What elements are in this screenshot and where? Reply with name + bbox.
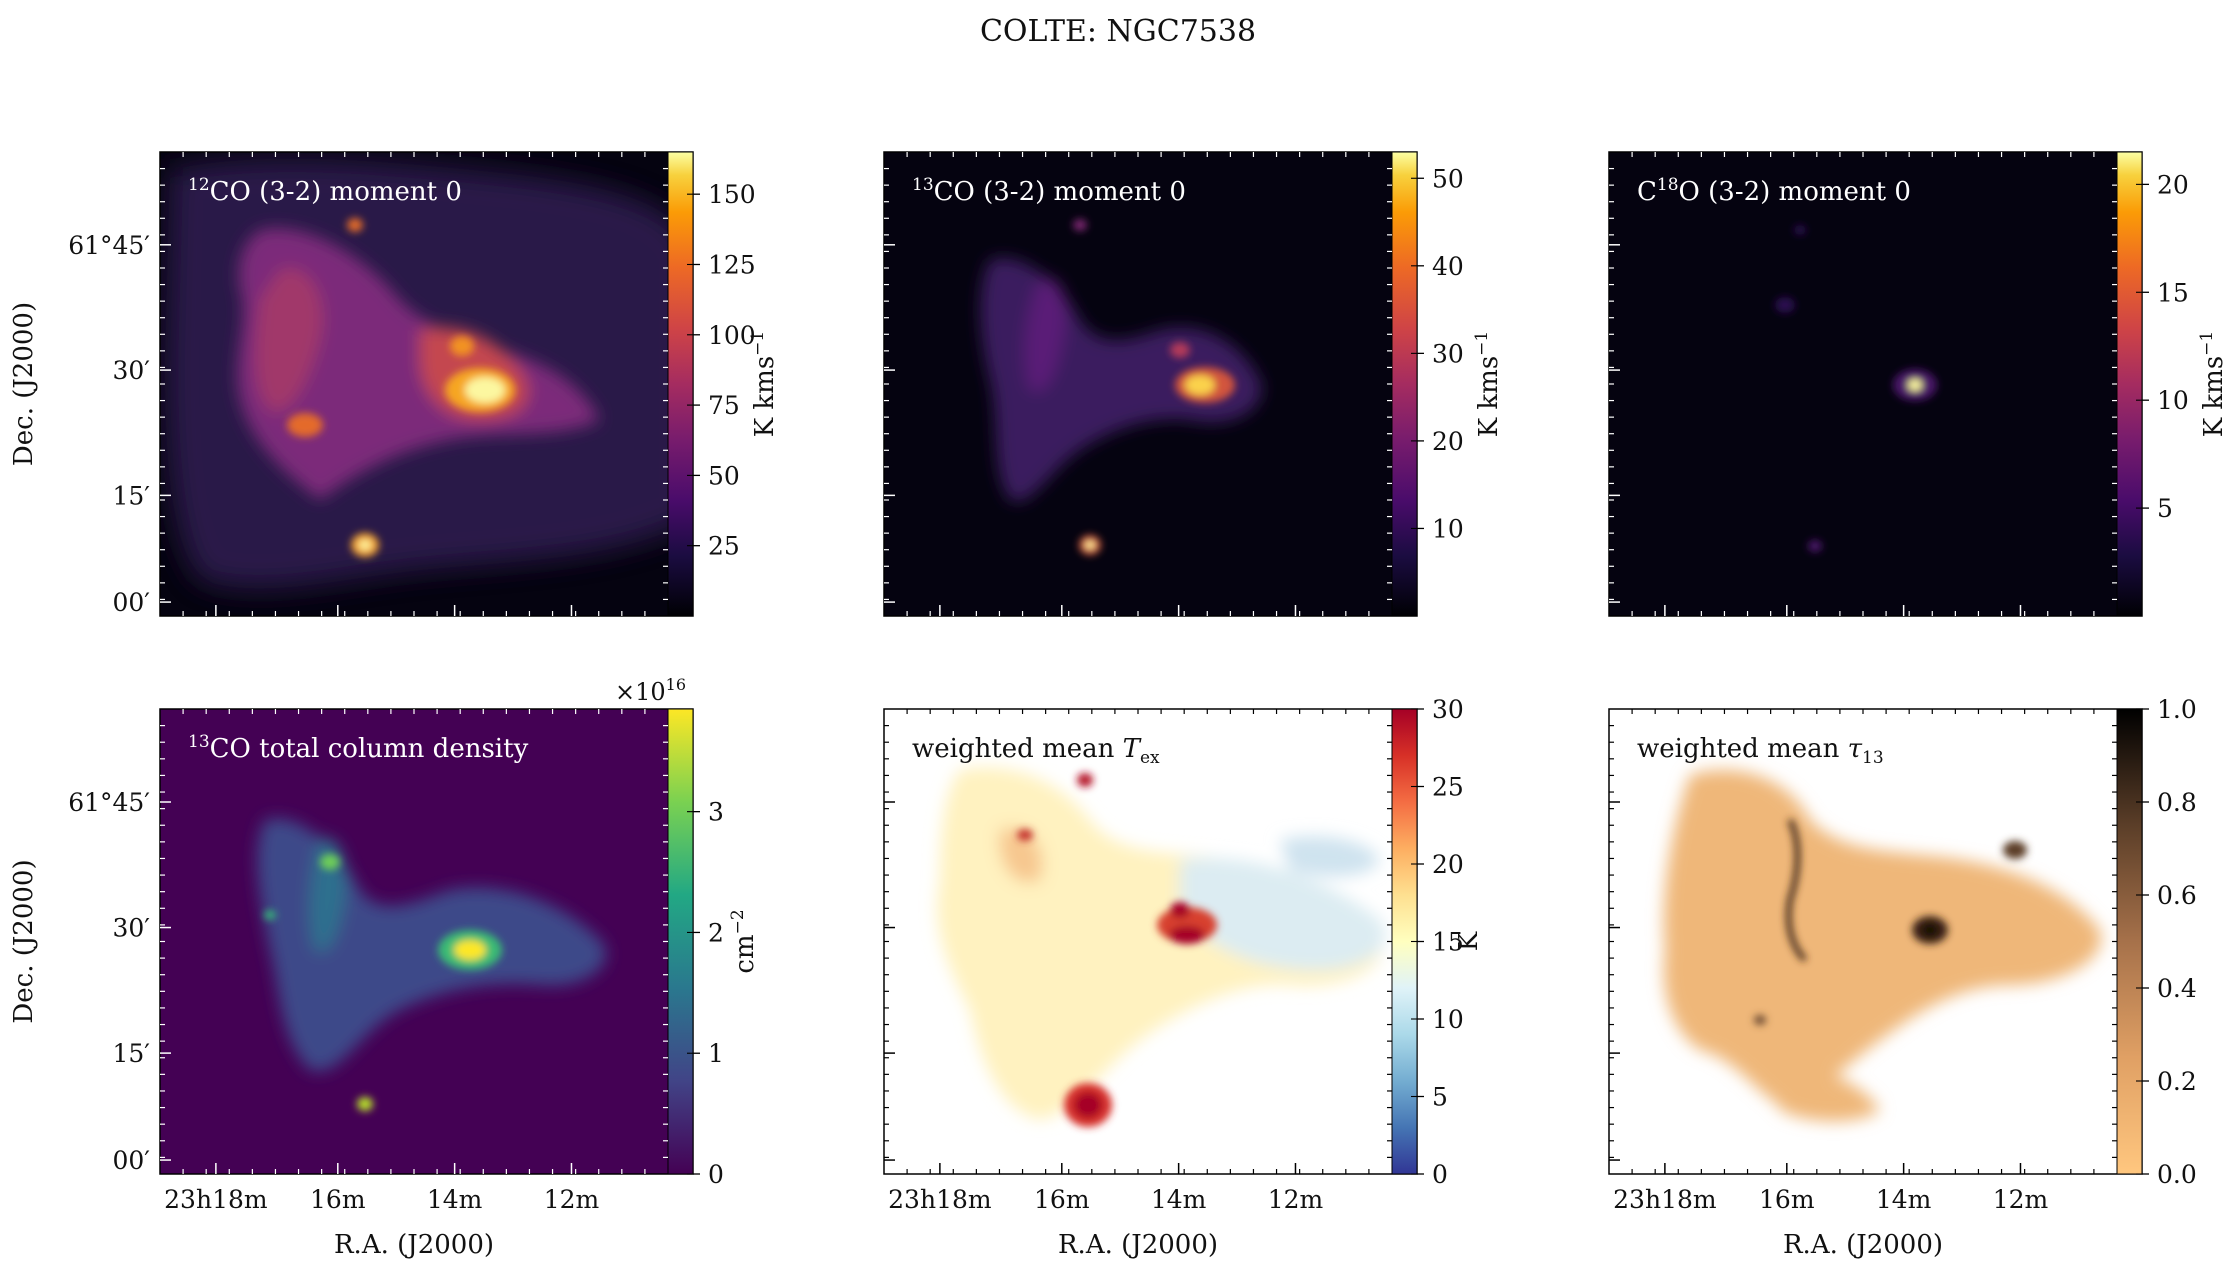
colorbar-co12 xyxy=(667,151,694,617)
x-axis-label: R.A. (J2000) xyxy=(334,1230,494,1260)
colorbar-tick-label: 5 xyxy=(2157,494,2173,523)
xtick-label: 12m xyxy=(544,1185,600,1214)
colorbar-tick-label: 0 xyxy=(708,1160,724,1189)
colorbar-label: K xyxy=(1454,931,1484,951)
ytick-label: 30′ xyxy=(113,356,151,385)
colorbar-tick-label: 100 xyxy=(708,321,756,350)
colorbar-tick-label: 1.0 xyxy=(2157,695,2197,724)
xtick-label: 16m xyxy=(310,1185,366,1214)
colorbar-tick-label: 10 xyxy=(2157,386,2189,415)
colorbar-tick-label: 0.4 xyxy=(2157,974,2197,1003)
xtick-label: 12m xyxy=(1993,1185,2049,1214)
colorbar-tick-label: 15 xyxy=(2157,278,2189,307)
colorbar-tick-label: 50 xyxy=(1432,164,1464,193)
xtick-label: 23h18m xyxy=(164,1185,268,1214)
ytick-label: 61°45′ xyxy=(68,231,150,260)
colorbar-tick-label: 125 xyxy=(708,250,756,279)
colorbar-tick-label: 0.8 xyxy=(2157,788,2197,817)
colorbar-coldens xyxy=(667,708,694,1175)
colorbar-tick-label: 0.0 xyxy=(2157,1160,2197,1189)
panel-label: C18O (3-2) moment 0 xyxy=(1637,175,1911,207)
panel-c18o-mom0: C18O (3-2) moment 0 xyxy=(1608,151,2143,617)
colorbar-label: K kms−1 xyxy=(2197,331,2229,438)
colorbar-label: cm−2 xyxy=(728,909,760,973)
colorbar-label-exponent: −2 xyxy=(728,909,748,934)
panel-co13-mom0: 13CO (3-2) moment 0 xyxy=(883,151,1418,617)
colorbar-tick-label: 25 xyxy=(708,532,740,561)
xtick-label: 16m xyxy=(1759,1185,1815,1214)
colorbar-label: K kms−1 xyxy=(748,331,780,438)
colorbar-tick-label: 150 xyxy=(708,180,756,209)
colorbar-tau xyxy=(2116,708,2143,1175)
colorbar-multiplier: ×1016 xyxy=(615,675,686,706)
colorbar-tick-label: 20 xyxy=(1432,427,1464,456)
heatmap-c18o-emission xyxy=(1775,225,1937,552)
x-axis-label: R.A. (J2000) xyxy=(1783,1230,1943,1260)
ytick-label: 00′ xyxy=(113,1146,151,1175)
heatmap-tau-emission xyxy=(1663,770,2102,1122)
colorbar-tick-label: 10 xyxy=(1432,514,1464,543)
heatmap-tex-emission xyxy=(937,767,1386,1120)
panel-label: weighted mean Tex xyxy=(912,734,1160,768)
colorbar-c18o xyxy=(2116,151,2143,617)
ytick-label: 15′ xyxy=(113,481,151,510)
colorbar-tick-label: 1 xyxy=(708,1039,724,1068)
xtick-label: 16m xyxy=(1034,1185,1090,1214)
colorbar-tick-label: 50 xyxy=(708,461,740,490)
colorbar-label-exponent: −1 xyxy=(1472,331,1492,356)
heatmap-co12-emission xyxy=(165,158,693,589)
colorbar-tick-label: 0.2 xyxy=(2157,1067,2197,1096)
colorbar-tick-label: 3 xyxy=(708,798,724,827)
tick-labels-layer: 61°45′30′15′00′Dec. (J2000)2550751001251… xyxy=(9,152,2229,1260)
panel-label: 13CO (3-2) moment 0 xyxy=(912,175,1186,207)
heatmap-c18o-background xyxy=(1609,152,2142,616)
ytick-label: 15′ xyxy=(113,1039,151,1068)
xtick-label: 23h18m xyxy=(1613,1185,1717,1214)
xtick-label: 14m xyxy=(1151,1185,1207,1214)
colorbar-tick-label: 0 xyxy=(1432,1160,1448,1189)
panel-tau13: weighted mean τ13 xyxy=(1608,708,2143,1175)
y-axis-label: Dec. (J2000) xyxy=(9,302,39,466)
panel-label: 13CO total column density xyxy=(188,732,529,764)
heatmap-co13-emission xyxy=(980,219,1262,555)
ytick-label: 61°45′ xyxy=(68,788,150,817)
colorbar-tick-label: 5 xyxy=(1432,1083,1448,1112)
colorbar-tick-label: 10 xyxy=(1432,1005,1464,1034)
colorbar-label-exponent: −1 xyxy=(2197,331,2217,356)
colorbar-tick-label: 25 xyxy=(1432,773,1464,802)
ytick-label: 00′ xyxy=(113,588,151,617)
colorbar-co13 xyxy=(1391,151,1418,617)
colorbar-tick-label: 30 xyxy=(1432,695,1464,724)
colorbar-label-exponent: −1 xyxy=(748,331,768,356)
colorbar-tick-label: 40 xyxy=(1432,252,1464,281)
colorbar-label-text: K xyxy=(1454,931,1484,951)
colorbar-tick-label: 0.6 xyxy=(2157,881,2197,910)
xtick-label: 12m xyxy=(1268,1185,1324,1214)
panel-label: 12CO (3-2) moment 0 xyxy=(188,175,462,207)
panel-co12-mom0: 12CO (3-2) moment 0 xyxy=(159,151,694,617)
colorbar-tick-label: 30 xyxy=(1432,339,1464,368)
colorbar-label-text: K kms xyxy=(1474,356,1504,437)
colorbar-tick-label: 2 xyxy=(708,918,724,947)
panel-co13-coldens: 13CO total column density ×1016 xyxy=(159,675,694,1175)
panel-label: weighted mean τ13 xyxy=(1637,734,1884,768)
colorbar-tick-label: 15 xyxy=(1432,928,1464,957)
x-axis-label: R.A. (J2000) xyxy=(1058,1230,1218,1260)
colorbar-tick-label: 20 xyxy=(2157,170,2189,199)
colorbar-label-text: K kms xyxy=(750,356,780,437)
xtick-label: 23h18m xyxy=(888,1185,992,1214)
xtick-label: 14m xyxy=(1876,1185,1932,1214)
xtick-label: 14m xyxy=(427,1185,483,1214)
colorbar-label: K kms−1 xyxy=(1472,331,1504,438)
colorbar-tick-label: 20 xyxy=(1432,850,1464,879)
figure-title: COLTE: NGC7538 xyxy=(979,14,1257,49)
panel-tex: weighted mean Tex xyxy=(883,708,1418,1175)
colorbar-label-text: K kms xyxy=(2199,356,2229,437)
colorbar-label-text: cm xyxy=(730,934,760,973)
y-axis-label: Dec. (J2000) xyxy=(9,859,39,1023)
colorbar-tick-label: 75 xyxy=(708,391,740,420)
ytick-label: 30′ xyxy=(113,914,151,943)
